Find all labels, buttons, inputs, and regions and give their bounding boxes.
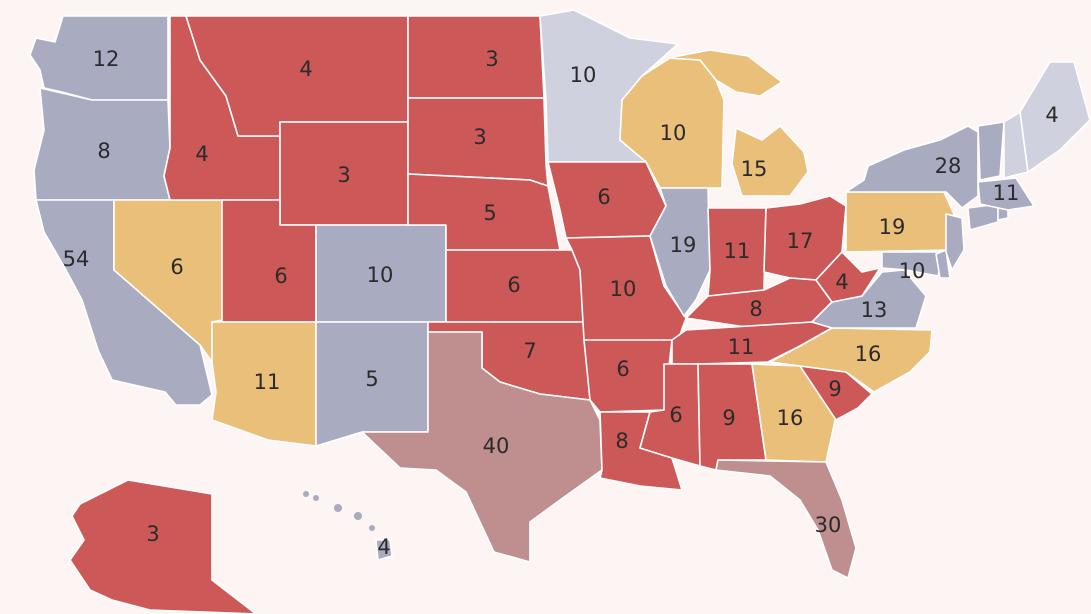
state-ma[interactable] <box>977 177 1035 211</box>
state-vt[interactable] <box>977 121 1005 181</box>
hawaii-island <box>334 504 342 512</box>
hawaii-island <box>369 525 375 531</box>
state-hi[interactable] <box>375 539 393 561</box>
state-wy[interactable] <box>279 121 409 226</box>
state-ak[interactable] <box>69 479 257 614</box>
state-wv[interactable] <box>815 251 881 303</box>
state-me[interactable] <box>1019 61 1091 173</box>
state-tx[interactable] <box>361 331 603 563</box>
state-ia[interactable] <box>547 161 667 239</box>
hawaii-island <box>354 512 362 520</box>
state-mi[interactable] <box>667 49 809 197</box>
state-fl[interactable] <box>715 459 857 579</box>
state-sd[interactable] <box>407 97 549 187</box>
state-nj[interactable] <box>945 213 965 271</box>
state-ks[interactable] <box>445 249 585 323</box>
state-or[interactable] <box>33 87 171 201</box>
state-pa[interactable] <box>845 191 955 253</box>
hawaii-island <box>313 495 319 501</box>
state-wi[interactable] <box>619 57 725 189</box>
state-ny[interactable] <box>845 125 979 209</box>
state-nd[interactable] <box>407 15 545 99</box>
state-nm[interactable] <box>315 321 429 447</box>
hawaii-island <box>303 491 309 497</box>
state-wa[interactable] <box>29 15 169 101</box>
state-de[interactable] <box>935 249 951 279</box>
state-co[interactable] <box>315 224 447 323</box>
state-in[interactable] <box>707 207 767 299</box>
state-ar[interactable] <box>583 339 673 413</box>
state-nc[interactable] <box>769 327 933 393</box>
state-md[interactable] <box>881 251 945 277</box>
